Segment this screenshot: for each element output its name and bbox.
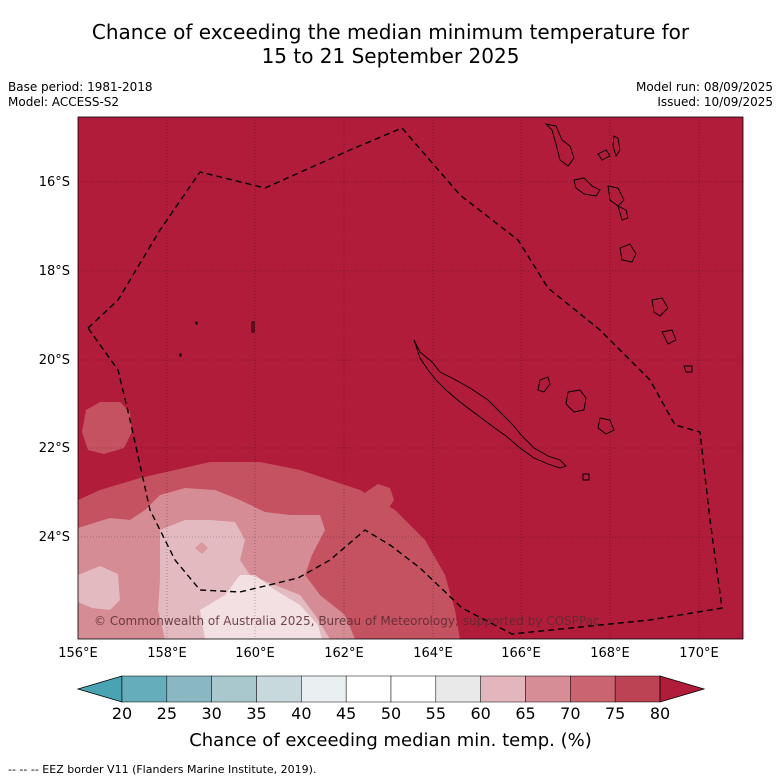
colorbar-tick-label: 80 (649, 704, 671, 723)
meta-left: Base period: 1981-2018 Model: ACCESS-S2 (8, 80, 153, 110)
colorbar-segment (301, 675, 347, 703)
lat-label-16s: 16°S (38, 175, 70, 190)
lon-label-164e: 164°E (413, 646, 453, 661)
colorbar-under-arrow (76, 675, 123, 703)
vanuatu-coastline (544, 123, 693, 373)
band-70-75-blob (364, 484, 394, 512)
graticule (78, 117, 743, 639)
lon-label-170e: 170°E (679, 646, 719, 661)
model-name: Model: ACCESS-S2 (8, 95, 120, 109)
loyalty-island-2 (565, 389, 587, 413)
colorbar-segment (256, 675, 302, 703)
colorbar-tick-label: 70 (560, 704, 581, 723)
lon-label-158e: 158°E (147, 646, 187, 661)
lon-label-162e: 162°E (324, 646, 364, 661)
colorbar-tick-label: 25 (156, 704, 177, 723)
small-islets (179, 321, 255, 357)
base-period: Base period: 1981-2018 (8, 80, 153, 94)
meta-right: Model run: 08/09/2025 Issued: 10/09/2025 (636, 80, 773, 110)
lat-label-20s: 20°S (38, 353, 70, 368)
colorbar-segment (390, 675, 437, 703)
colorbar-title: Chance of exceeding median min. temp. (%… (189, 730, 592, 751)
colorbar-segment (614, 675, 661, 703)
loyalty-island-1 (537, 376, 551, 393)
colorbar-tick-label: 40 (291, 704, 312, 723)
colorbar-tick-label: 65 (515, 704, 536, 723)
lon-label-168e: 168°E (590, 646, 630, 661)
colorbar-segment (480, 675, 526, 703)
colorbar-tick-label: 75 (604, 704, 626, 723)
colorbar-tick-label: 50 (380, 704, 402, 723)
lon-label-156e: 156°E (58, 646, 98, 661)
title-line-2: 15 to 21 September 2025 (261, 44, 520, 68)
issued-date: Issued: 10/09/2025 (657, 95, 773, 109)
model-run: Model run: 08/09/2025 (635, 80, 773, 94)
colorbar-tick-label: 35 (246, 704, 267, 723)
loyalty-island-3 (597, 417, 615, 435)
lat-label-18s: 18°S (38, 264, 70, 279)
colorbar-tick-label: 60 (470, 704, 491, 723)
colorbar-segment (121, 675, 168, 703)
eez-border (87, 127, 723, 635)
colorbar-tick-label: 30 (201, 704, 222, 723)
lon-label-166e: 166°E (501, 646, 541, 661)
band-60-65-spot (195, 542, 208, 554)
lat-label-24s: 24°S (38, 530, 70, 545)
band-70-75-west (82, 402, 132, 454)
colorbar-over-arrow (659, 675, 706, 703)
colorbar-segment (435, 675, 481, 703)
map-frame (77, 116, 744, 640)
eez-legend-note: -- -- -- EEZ border V11 (Flanders Marine… (8, 763, 317, 776)
colorbar-tick-label: 45 (335, 704, 357, 723)
copyright-notice: © Commonwealth of Australia 2025, Bureau… (94, 614, 600, 628)
colorbar-segment (211, 675, 257, 703)
lat-label-22s: 22°S (38, 441, 70, 456)
colorbar-segment (525, 675, 571, 703)
colorbar-segment (570, 675, 616, 703)
colorbar-segment (345, 675, 392, 703)
colorbar-segment (166, 675, 212, 703)
colorbar-tick-label: 55 (425, 704, 446, 723)
colorbar-tick-label: 20 (111, 704, 133, 723)
lon-label-160e: 160°E (235, 646, 275, 661)
isle-of-pines (582, 473, 590, 481)
colorbar (76, 675, 706, 703)
title-line-1: Chance of exceeding the median minimum t… (91, 20, 690, 44)
new-caledonia-coastline (413, 339, 567, 469)
